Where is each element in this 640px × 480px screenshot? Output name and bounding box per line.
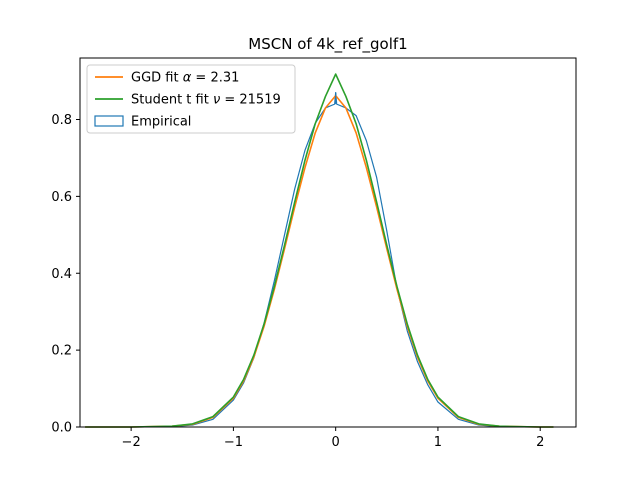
- y-axis: 0.0 0.2 0.4 0.6 0.8: [51, 113, 80, 436]
- x-tick-label: 0: [332, 435, 340, 450]
- y-tick-label: 0.8: [51, 113, 72, 128]
- legend-label: Empirical: [131, 115, 191, 130]
- x-tick-label: 2: [536, 435, 544, 450]
- y-tick-label: 0.6: [51, 190, 72, 205]
- x-axis: −2 −1 0 1 2: [122, 427, 544, 450]
- chart-title: MSCN of 4k_ref_golf1: [248, 35, 407, 54]
- legend-box: [86, 64, 296, 134]
- series-layer: [85, 73, 554, 428]
- legend-label: Student t fit ν = 21519: [131, 93, 281, 108]
- x-tick-label: 1: [434, 435, 442, 450]
- x-tick-label: −2: [122, 435, 141, 450]
- x-tick-label: −1: [224, 435, 243, 450]
- legend-label: GGD fit α = 2.31: [131, 71, 239, 86]
- series-line-student-t-fit: [85, 73, 554, 428]
- series-line-ggd-fit: [85, 94, 554, 428]
- legend: GGD fit α = 2.31 Student t fit ν = 21519 E…: [86, 64, 296, 134]
- series-line-empirical: [85, 91, 554, 428]
- y-tick-label: 0.4: [51, 267, 72, 282]
- y-tick-label: 0.2: [51, 344, 72, 359]
- y-tick-label: 0.0: [51, 421, 72, 436]
- legend-patch-swatch: [94, 115, 124, 127]
- plot-frame: [79, 57, 577, 428]
